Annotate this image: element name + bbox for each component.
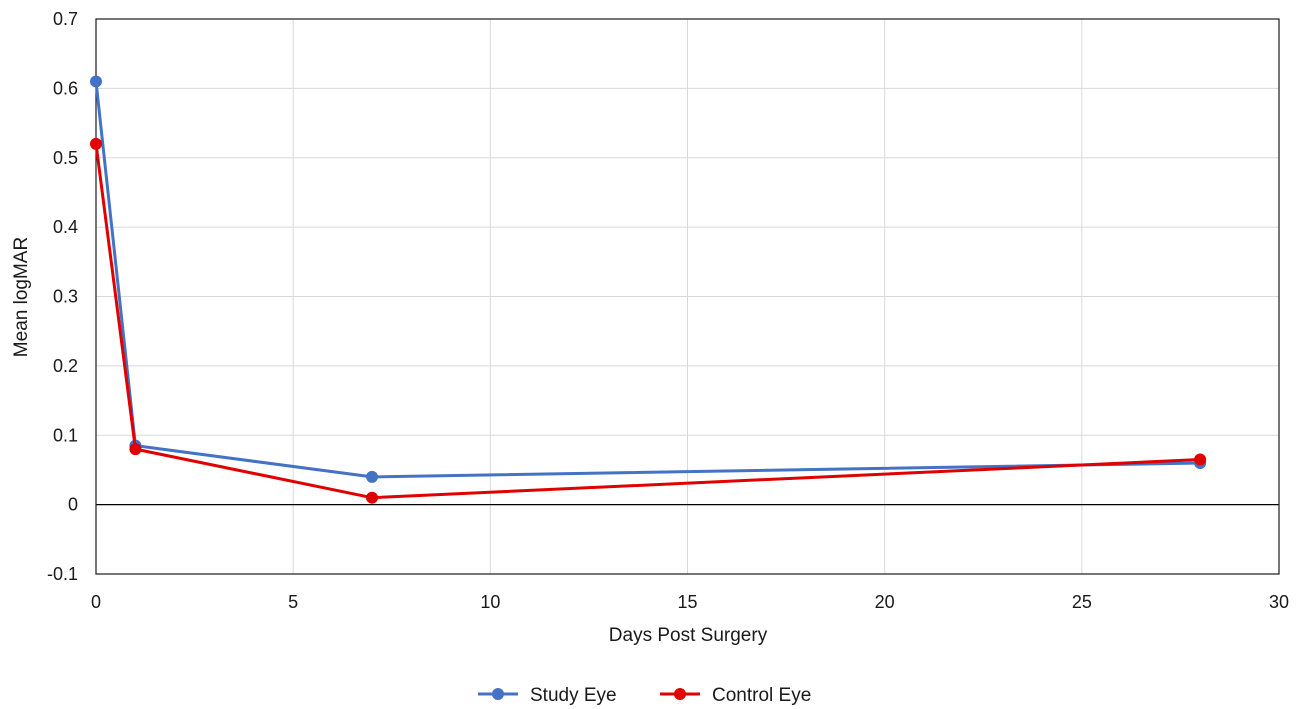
y-tick-labels: -0.1 0 0.1 0.2 0.3 0.4 0.5 0.6 0.7 (47, 9, 78, 584)
y-tick-label: 0.1 (53, 425, 78, 445)
data-point (366, 470, 379, 483)
x-tick-label: 15 (677, 592, 697, 612)
x-tick-label: 0 (91, 592, 101, 612)
data-point (90, 75, 102, 88)
y-tick-label: 0.5 (53, 148, 78, 168)
legend-label: Study Eye (530, 685, 617, 706)
data-point (366, 491, 379, 504)
series-line-1 (94, 143, 1201, 500)
y-axis-title: Mean logMAR (11, 237, 32, 357)
y-tick-label: -0.1 (47, 564, 78, 584)
axes (95, 18, 1280, 575)
x-tick-label: 10 (480, 592, 500, 612)
y-tick-label: 0.4 (53, 217, 78, 237)
y-tick-label: 0.3 (53, 287, 78, 307)
series (90, 75, 1207, 504)
data-point (90, 137, 102, 150)
data-point (129, 443, 142, 456)
data-point (1194, 453, 1207, 466)
y-tick-label: 0.7 (53, 9, 78, 29)
x-axis-title: Days Post Surgery (609, 625, 768, 646)
x-tick-labels: 0 5 10 15 20 25 30 (91, 592, 1289, 612)
plot-border (95, 18, 1280, 575)
series-line-0 (94, 81, 1201, 479)
y-tick-label: 0.2 (53, 356, 78, 376)
y-tick-label: 0.6 (53, 78, 78, 98)
legend-swatch-marker (492, 688, 504, 700)
legend: Study Eye Control Eye (478, 685, 811, 706)
x-tick-label: 30 (1269, 592, 1289, 612)
y-tick-label: 0 (68, 495, 78, 515)
grid (95, 18, 1280, 575)
x-tick-label: 20 (875, 592, 895, 612)
x-tick-label: 5 (288, 592, 298, 612)
x-tick-label: 25 (1072, 592, 1092, 612)
legend-swatch-marker (674, 688, 686, 700)
legend-label: Control Eye (712, 685, 811, 706)
